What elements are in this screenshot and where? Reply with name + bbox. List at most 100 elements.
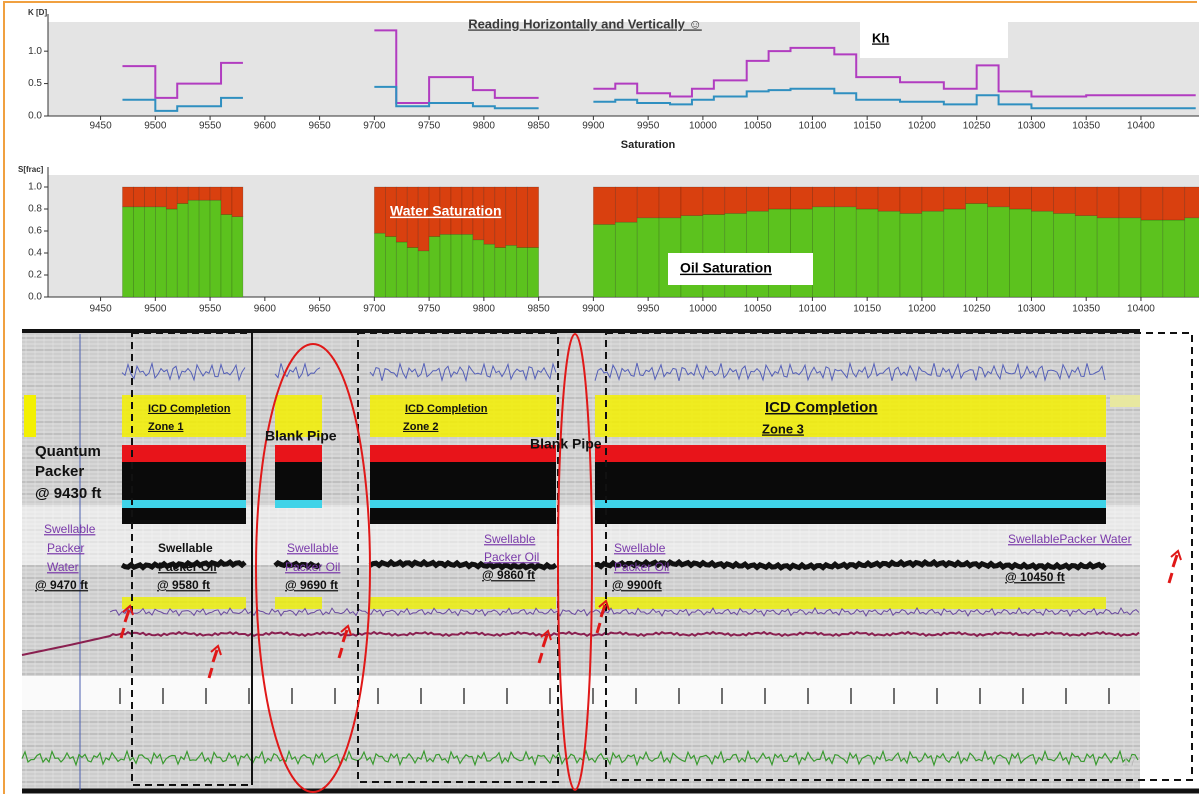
bar-segment xyxy=(198,186,211,201)
red-arrowhead xyxy=(598,599,610,611)
log-label: Zone 1 xyxy=(148,421,183,433)
bar-segment xyxy=(395,241,408,298)
bar-segment xyxy=(593,186,616,225)
bar-segment xyxy=(921,186,945,212)
log-label: Zone 3 xyxy=(762,421,804,436)
y-tick-label: 1.0 xyxy=(28,182,42,193)
x-tick-label: 9850 xyxy=(528,121,551,132)
bar-segment xyxy=(133,186,145,208)
bar-segment xyxy=(1096,186,1120,219)
bar-segment xyxy=(428,236,441,298)
bar-segment xyxy=(834,186,857,208)
red-arrow xyxy=(207,649,219,679)
label-box xyxy=(860,22,1008,58)
red-arrowhead xyxy=(340,624,352,636)
chart-title: Reading Horizontally and Vertically ☺ xyxy=(468,16,702,31)
icd-band xyxy=(370,395,556,437)
bar-segment xyxy=(220,186,233,215)
series-label: Oil Saturation xyxy=(680,260,772,276)
log-label: ICD Completion xyxy=(765,399,878,416)
annotation: Kh xyxy=(872,30,889,45)
yellow-band xyxy=(595,597,1106,609)
x-tick-label: 9900 xyxy=(582,304,605,315)
bar-segment xyxy=(1140,219,1164,298)
x-tick-label: 10350 xyxy=(1072,121,1100,132)
bar-segment xyxy=(176,203,189,298)
x-tick-label: 10350 xyxy=(1072,304,1100,315)
log-label: @ 9470 ft xyxy=(35,578,88,592)
log-label: Packer Oil xyxy=(484,550,539,564)
y-tick-label: 0.4 xyxy=(28,248,42,259)
bar-segment xyxy=(472,239,485,298)
bar-segment xyxy=(1031,210,1054,298)
curve-dark xyxy=(273,559,322,570)
log-label: Packer xyxy=(47,541,84,555)
log-label: @ 9580 ft xyxy=(157,578,210,592)
curve-green xyxy=(21,749,1139,767)
bar-segment xyxy=(209,186,222,201)
slide-border xyxy=(3,1,1197,794)
x-tick-label: 10100 xyxy=(799,304,827,315)
bar-segment xyxy=(1118,217,1142,298)
bar-segment xyxy=(187,186,200,201)
bar-segment xyxy=(417,250,430,298)
bar-segment xyxy=(527,247,539,298)
bar-segment xyxy=(483,243,496,298)
black-band xyxy=(595,462,1106,524)
bar-segment xyxy=(1053,213,1076,298)
x-tick-label: 10000 xyxy=(689,121,717,132)
cyan-band xyxy=(370,500,556,508)
bar-segment xyxy=(855,208,879,298)
x-tick-label: 10400 xyxy=(1127,304,1155,315)
curve-blue xyxy=(594,361,1106,382)
x-tick-label: 9500 xyxy=(144,121,167,132)
bar-segment xyxy=(406,247,419,298)
bar-segment xyxy=(231,216,244,298)
icd-band xyxy=(24,395,36,437)
red-arrow xyxy=(337,629,349,659)
x-tick-label: 9550 xyxy=(199,304,222,315)
bar-segment xyxy=(1162,186,1186,221)
x-tick-label: 10400 xyxy=(1127,121,1155,132)
bar-segment xyxy=(144,186,156,208)
x-tick-label: 9950 xyxy=(637,121,660,132)
bar-segment xyxy=(855,186,879,210)
log-panel: ICD Completion Zone 1 Blank Pipe ICD Comple… xyxy=(21,329,1199,794)
highlight-ellipse xyxy=(255,343,371,793)
y-tick-label: 0.6 xyxy=(28,226,42,237)
bar-segment xyxy=(921,210,945,298)
icd-band xyxy=(275,395,322,437)
bar-segment xyxy=(374,186,386,234)
y-tick-label: 1.0 xyxy=(28,46,42,57)
x-tick-label: 9900 xyxy=(582,121,605,132)
x-tick-label: 10100 xyxy=(799,121,827,132)
log-label: ICD Completion xyxy=(405,403,488,415)
log-label: Swellable xyxy=(287,541,339,555)
bar-segment xyxy=(144,206,156,298)
x-tick-label: 10300 xyxy=(1018,121,1046,132)
bar-segment xyxy=(877,210,901,298)
x-tick-label: 10200 xyxy=(908,121,936,132)
bar-segment xyxy=(1184,217,1199,298)
bar-segment xyxy=(450,234,463,298)
log-label: @ 10450 ft xyxy=(1005,570,1065,584)
bar-segment xyxy=(943,208,967,298)
bar-segment xyxy=(636,217,660,298)
log-label: @ 9860 ft xyxy=(482,568,535,582)
black-band xyxy=(275,462,322,507)
x-tick-label: 9950 xyxy=(637,304,660,315)
y-axis-label: S[frac] xyxy=(18,165,44,174)
log-white-strip xyxy=(22,676,1140,710)
icd-band xyxy=(1110,395,1140,407)
log-label: Zone 2 xyxy=(403,421,438,433)
log-label: Packer Oil xyxy=(285,560,340,574)
bar-segment xyxy=(505,186,518,246)
bar-segment xyxy=(593,224,616,298)
bar-segment xyxy=(527,186,539,248)
highlight-ellipse xyxy=(557,333,593,791)
x-tick-label: 9450 xyxy=(89,121,112,132)
bar-segment xyxy=(834,206,857,298)
bar-segment xyxy=(636,186,660,219)
bar-segment xyxy=(209,199,222,298)
